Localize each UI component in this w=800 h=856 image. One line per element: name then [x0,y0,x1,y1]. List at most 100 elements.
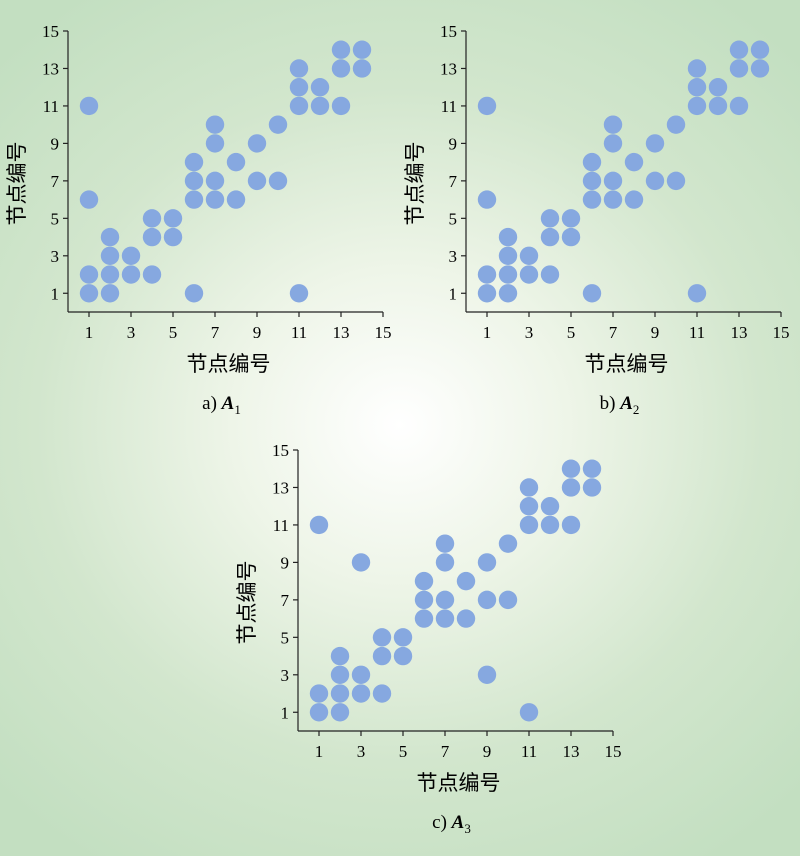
data-point [121,246,141,265]
data-point [645,134,665,153]
data-point [268,115,288,134]
data-point [582,152,602,172]
data-point [687,59,707,78]
x-tick-label: 5 [567,323,576,342]
data-point [603,115,623,134]
data-point [603,190,623,209]
data-point [331,96,351,116]
data-point [561,459,581,478]
caption-subscript: 3 [464,821,471,836]
data-point [351,553,371,572]
data-point [540,515,560,535]
data-point [330,646,350,666]
data-point [498,284,518,303]
x-tick-label: 9 [483,742,492,761]
x-tick-label: 15 [375,323,392,342]
y-tick-label: 9 [51,134,60,153]
caption-prefix: c) [432,812,452,833]
data-point [540,209,560,228]
data-point [289,78,309,97]
data-point [100,284,120,303]
caption-variable: A [451,812,465,833]
y-tick-label: 1 [281,703,290,722]
y-tick-label: 5 [449,209,458,228]
x-tick-label: 1 [483,323,492,342]
data-point [79,96,99,116]
x-tick-label: 11 [521,742,537,761]
x-tick-label: 11 [689,323,705,342]
data-point [666,115,686,134]
data-point [79,265,99,284]
data-point [414,609,434,628]
data-point [582,284,602,303]
data-point [435,609,455,628]
data-point [519,515,539,535]
x-tick-label: 9 [253,323,262,342]
data-point [477,665,497,684]
data-point [79,284,99,303]
x-axis-label: 节点编号 [585,352,669,376]
y-tick-label: 15 [440,22,457,41]
data-point [310,78,330,97]
data-point [687,284,707,303]
y-tick-label: 15 [42,22,59,41]
x-tick-label: 3 [525,323,534,342]
y-tick-label: 11 [441,97,457,116]
data-point [226,152,246,172]
y-tick-label: 1 [449,284,458,303]
data-point [330,703,350,722]
data-point [205,190,225,209]
data-point [603,134,623,153]
data-point [540,497,560,516]
data-point [331,40,351,59]
y-tick-label: 7 [51,172,60,191]
data-point [142,209,162,228]
x-tick-label: 9 [651,323,660,342]
data-point [372,646,392,666]
data-point [372,684,392,703]
x-tick-label: 5 [399,742,408,761]
x-tick-label: 15 [605,742,622,761]
data-point [540,227,560,247]
panel-caption: b) A2 [600,393,640,417]
data-point [184,284,204,303]
data-point [351,684,371,703]
x-tick-label: 13 [333,323,350,342]
caption-subscript: 2 [633,402,640,417]
x-tick-label: 11 [291,323,307,342]
y-tick-label: 9 [281,553,290,572]
data-point [708,78,728,97]
data-point [750,59,770,78]
y-tick-label: 13 [42,59,59,78]
data-point [330,684,350,703]
y-tick-label: 13 [272,478,289,497]
data-point [624,190,644,209]
data-point [519,703,539,722]
caption-variable: A [221,393,235,414]
data-point [708,96,728,116]
caption-prefix: a) [202,393,222,414]
data-point [603,171,623,191]
data-point [729,40,749,59]
data-point [561,227,581,247]
panel-caption: a) A1 [202,393,241,417]
data-point [330,665,350,684]
data-point [498,534,518,553]
data-point [498,590,518,610]
y-tick-label: 7 [449,172,458,191]
x-tick-label: 7 [441,742,450,761]
data-point [561,209,581,228]
y-tick-label: 3 [449,247,458,266]
data-point [582,459,602,478]
data-point [268,171,288,191]
data-point [477,590,497,610]
y-tick-label: 1 [51,284,60,303]
data-point [750,40,770,59]
data-point [561,515,581,535]
y-tick-label: 5 [281,628,290,647]
data-point [289,96,309,116]
data-point [561,478,581,497]
